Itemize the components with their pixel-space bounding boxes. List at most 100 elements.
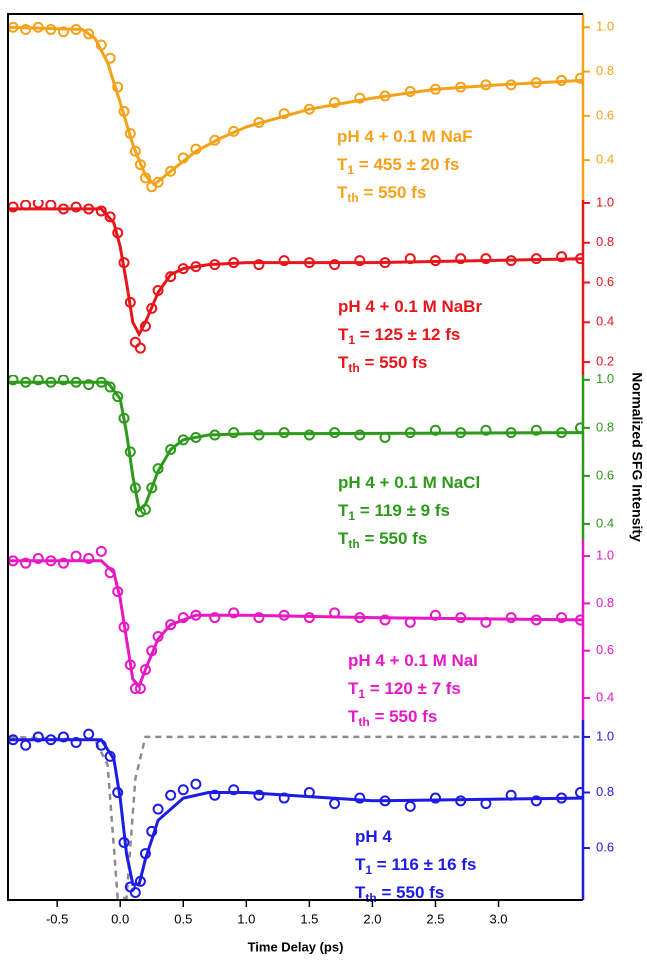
data-point <box>480 424 492 436</box>
data-point <box>70 201 82 213</box>
annotation: Tth = 550 fs <box>348 707 437 729</box>
data-point <box>253 612 265 624</box>
fit-line <box>9 738 583 886</box>
y-tick-label: 0.6 <box>596 107 614 122</box>
annotation-part: T <box>348 707 359 726</box>
annotation-part: 1 <box>358 687 365 701</box>
panel <box>8 21 583 193</box>
data-point <box>95 545 107 557</box>
data-point <box>379 614 391 626</box>
data-point <box>165 619 177 631</box>
panel <box>8 545 583 695</box>
reference-line <box>9 735 583 900</box>
data-point <box>70 737 82 748</box>
y-tick-label: 0.4 <box>596 689 614 704</box>
data-point <box>429 792 441 804</box>
annotation-part: 1 <box>347 163 354 177</box>
fit-line <box>9 207 583 338</box>
data-point <box>556 251 568 263</box>
y-tick-label: 0.6 <box>596 274 614 289</box>
annotation-part: 1 <box>348 333 355 347</box>
annotation-part: 1 <box>348 509 355 523</box>
data-point <box>480 253 492 265</box>
data-point <box>57 375 69 386</box>
data-point <box>209 612 221 624</box>
y-tick-label: 0.6 <box>596 642 614 657</box>
data-point <box>32 552 44 564</box>
data-point <box>228 784 240 796</box>
y-tick-label: 0.8 <box>596 784 614 799</box>
data-point <box>530 424 542 436</box>
annotation-part: = 125 ± 12 fs <box>355 325 460 344</box>
annotation-part: = 116 ± 16 fs <box>372 855 476 874</box>
y-tick-label: 1.0 <box>596 728 614 743</box>
annotation-part: T <box>338 501 349 520</box>
annotation: T1 = 116 ± 16 fs <box>355 855 476 877</box>
data-point <box>190 778 202 790</box>
data-point <box>57 557 69 569</box>
x-tick-label: 1.5 <box>300 911 318 926</box>
x-axis-label: Time Delay (ps) <box>248 939 344 954</box>
data-point <box>83 379 95 391</box>
data-point <box>112 391 124 403</box>
data-point <box>354 255 366 267</box>
data-point <box>32 200 44 209</box>
annotation-part: = 455 ± 20 fs <box>354 155 459 174</box>
panel <box>8 375 583 518</box>
data-point <box>165 271 177 283</box>
annotation: pH 4 <box>355 827 392 846</box>
annotation-part: th <box>347 191 358 205</box>
y-tick-label: 0.4 <box>596 314 614 329</box>
annotation-part: th <box>365 891 376 905</box>
annotation-part: pH 4 <box>355 827 392 846</box>
annotation: T1 = 455 ± 20 fs <box>337 155 459 177</box>
annotation-part: T <box>348 679 359 698</box>
data-point <box>329 798 341 810</box>
annotation-part: = 120 ± 7 fs <box>365 679 461 698</box>
annotation: T1 = 119 ± 9 fs <box>338 501 450 523</box>
data-point <box>57 26 69 38</box>
data-point <box>20 739 32 751</box>
data-point <box>20 24 32 35</box>
annotation-part: T <box>338 529 349 548</box>
annotation: pH 4 + 0.1 M NaI <box>348 651 478 670</box>
data-point <box>329 259 341 271</box>
annotation-part: T <box>337 183 348 202</box>
data-point <box>83 552 95 564</box>
y-tick-label: 1.0 <box>596 194 614 209</box>
annotation-part: T <box>337 155 348 174</box>
x-tick-label: -0.5 <box>46 911 68 926</box>
data-point <box>32 375 44 386</box>
data-point <box>32 731 44 743</box>
annotation-part: 1 <box>365 863 372 877</box>
data-point <box>129 336 141 348</box>
data-point <box>530 795 542 807</box>
fit-line <box>9 559 583 690</box>
data-point <box>165 443 177 455</box>
data-point <box>253 259 265 271</box>
data-point <box>139 664 151 676</box>
data-point <box>152 803 164 815</box>
annotation-part: = 550 fs <box>360 353 428 372</box>
data-point <box>129 145 141 157</box>
x-tick-label: 3.0 <box>489 911 507 926</box>
y-axis-label: Normalized SFG Intensity <box>629 372 645 542</box>
fit-line <box>9 25 583 187</box>
annotation: Tth = 550 fs <box>338 529 427 551</box>
x-tick-label: 0.5 <box>174 911 192 926</box>
annotation: Tth = 550 fs <box>355 883 444 905</box>
x-tick-label: 1.0 <box>237 911 255 926</box>
data-point <box>574 72 583 84</box>
data-point <box>429 424 441 436</box>
annotation-part: T <box>338 325 349 344</box>
data-point <box>177 784 189 796</box>
data-point <box>228 607 240 619</box>
annotation-part: pH 4 + 0.1 M NaI <box>348 651 478 670</box>
data-point <box>146 482 158 494</box>
data-point <box>354 429 366 441</box>
y-tick-label: 1.0 <box>596 548 614 563</box>
annotation: T1 = 125 ± 12 fs <box>338 325 460 347</box>
y-tick-label: 0.6 <box>596 839 614 854</box>
annotation-part: pH 4 + 0.1 M NaCl <box>338 473 480 492</box>
